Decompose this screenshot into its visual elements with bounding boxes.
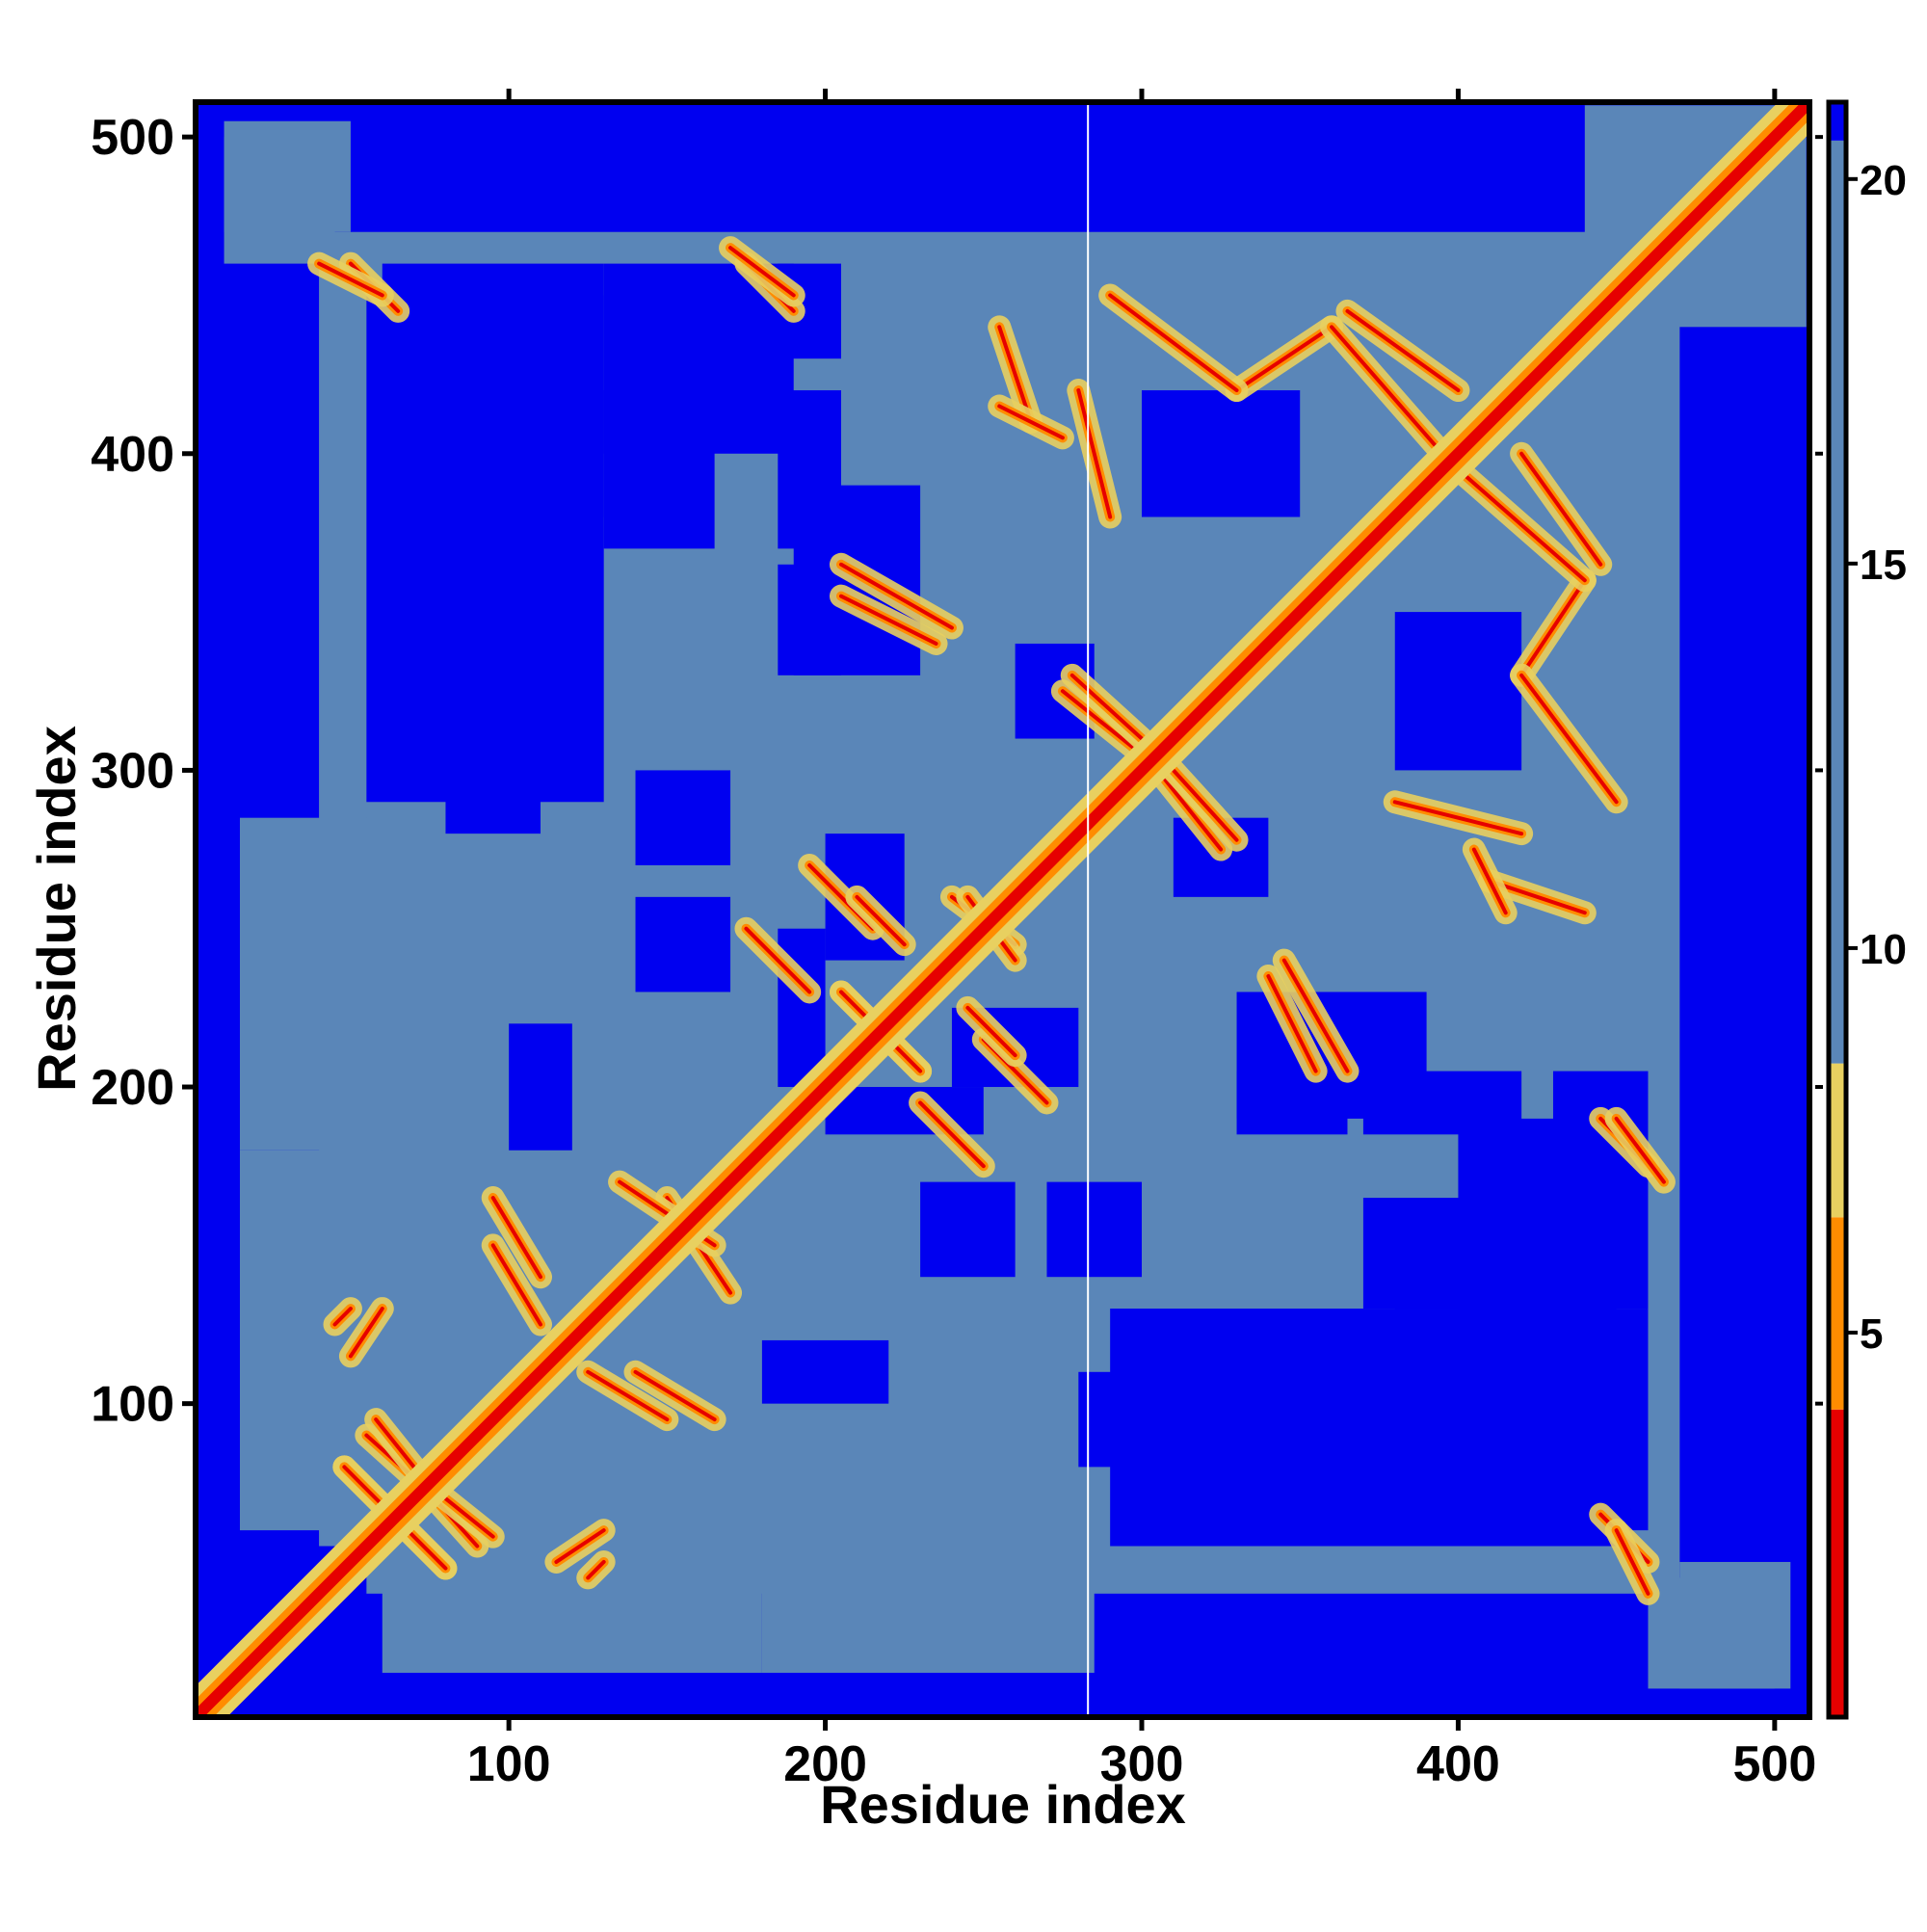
x-tick-label-100: 100	[467, 1736, 551, 1792]
plot-frame	[193, 99, 1812, 1720]
colorbar-segment-1	[1829, 1217, 1846, 1410]
y-tick-label-300: 300	[91, 743, 174, 799]
colorbar-segment-3	[1829, 140, 1846, 1064]
contact-2-core	[443, 1496, 495, 1539]
contact-19-core	[1519, 673, 1619, 805]
diagonal-core	[196, 102, 1809, 1717]
colorbar: 5 10 15 20	[1826, 99, 1907, 1720]
contact-20-core	[1392, 800, 1524, 836]
colorbar-segment-0	[1829, 1409, 1846, 1717]
contact-11-core	[965, 1005, 1017, 1058]
far-hole-4-mirror	[382, 263, 604, 517]
far-hole-10	[1236, 1071, 1348, 1135]
contact-26-mirror-core	[1471, 847, 1508, 915]
contact-11-mirror-core	[855, 894, 907, 947]
far-hole-11	[761, 1339, 889, 1404]
colorbar-tick-label-10: 10	[1860, 926, 1907, 973]
far-hole-12	[445, 770, 541, 834]
colorbar-segment-4	[1829, 102, 1846, 141]
y-tick-label-400: 400	[91, 427, 174, 483]
contact-18-mirror-core	[1330, 325, 1445, 456]
contact-7-core	[744, 926, 812, 994]
contact-18-core	[1456, 467, 1587, 583]
contact-16-mirror-core	[1519, 578, 1587, 677]
contact-25-core	[728, 246, 796, 298]
far-hole-16-mirror	[635, 896, 731, 992]
colorbar-segment-2	[1829, 1063, 1846, 1218]
contact-20-mirror-core	[1076, 388, 1113, 519]
y-tick-label-100: 100	[91, 1377, 174, 1433]
near-region-5	[1648, 1577, 1775, 1689]
far-hole-15	[635, 770, 731, 865]
contact-24-core	[317, 261, 384, 298]
near-region-2	[761, 1530, 1095, 1673]
far-hole-15-mirror	[1046, 1181, 1143, 1278]
contact-4-core	[554, 1528, 606, 1564]
contact-13-mirror-core	[1155, 768, 1224, 852]
y-tick-label-500: 500	[91, 110, 174, 166]
contact-2-mirror-core	[374, 1417, 416, 1469]
far-hole-3	[1142, 390, 1301, 517]
far-hole-6-mirror	[382, 516, 572, 771]
colorbar-frame	[1826, 99, 1849, 1720]
contact-16-core	[1234, 325, 1334, 393]
far-hole-4	[1394, 1309, 1649, 1531]
contact-19-mirror-core	[1108, 293, 1239, 393]
x-tick-label-500: 500	[1732, 1736, 1816, 1792]
contact-14-mirror-core	[1069, 673, 1145, 741]
contact-12-mirror-core	[1266, 974, 1318, 1073]
contact-12-core	[839, 594, 938, 646]
contact-24-mirror-core	[1614, 1528, 1650, 1596]
far-hole-6	[1142, 1339, 1395, 1531]
contact-26-core	[997, 404, 1065, 440]
contact-13-core	[1060, 689, 1145, 756]
far-hole-10-mirror	[778, 564, 841, 675]
contact-21-mirror-core	[997, 325, 1034, 424]
near-region-2-mirror	[239, 817, 383, 1151]
x-tick-label-300: 300	[1100, 1736, 1184, 1792]
contact-25-mirror-core	[1614, 1116, 1666, 1184]
x-axis-label: Residue index	[820, 1774, 1186, 1835]
contact-21-core	[1488, 879, 1587, 915]
contact-17-mirror-core	[1519, 451, 1603, 567]
contact-7-mirror-core	[918, 1100, 986, 1169]
far-hole-11-mirror	[509, 1023, 572, 1151]
contact-27-mirror-core	[586, 1559, 606, 1580]
heatmap-plot-area	[196, 102, 1809, 1717]
contact-27-core	[332, 1307, 353, 1327]
x-tick-label-400: 400	[1416, 1736, 1500, 1792]
contact-17-core	[1345, 308, 1461, 393]
contact-15-mirror-core	[839, 562, 954, 630]
contact-14-core	[1171, 768, 1239, 842]
far-hole-3-mirror	[1394, 612, 1522, 771]
far-hole-12-mirror	[1078, 1371, 1143, 1468]
heatmap-cells	[196, 102, 1809, 1717]
contact-15-core	[1281, 958, 1350, 1073]
colorbar-tick-label-5: 5	[1860, 1310, 1883, 1358]
x-tick-label-200: 200	[783, 1736, 867, 1792]
contact-3-mirror-core	[586, 1369, 670, 1422]
far-hole-16	[920, 1181, 1016, 1278]
colorbar-tick-label-15: 15	[1860, 542, 1907, 589]
contact-5-core	[633, 1369, 717, 1422]
contact-4-mirror-core	[348, 1307, 384, 1359]
far-hole-8	[1362, 1071, 1522, 1135]
near-region-5-mirror	[224, 137, 335, 264]
contact-5-mirror-core	[490, 1196, 542, 1280]
axes: 100 200 300 400 500 100 200 300 400 500	[91, 89, 1823, 1792]
far-hole-8-mirror	[778, 390, 841, 549]
contact-3-core	[490, 1243, 542, 1327]
y-axis-label: Residue index	[26, 726, 87, 1092]
colorbar-tick-label-20: 20	[1860, 157, 1907, 204]
y-tick-label-200: 200	[91, 1060, 174, 1116]
